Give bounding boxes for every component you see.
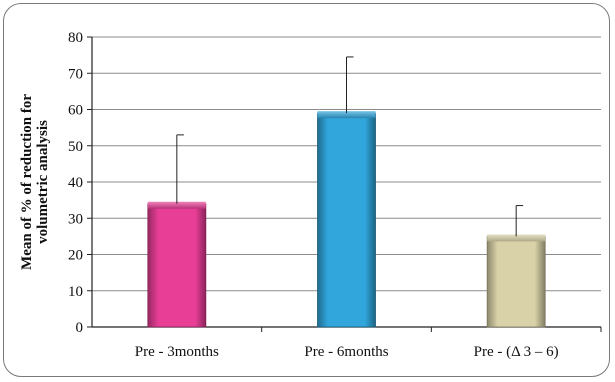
y-tick-label: 50 [68, 139, 83, 155]
bar [486, 235, 546, 328]
y-axis-label-line-1: Mean of % of reduction for [19, 94, 35, 270]
x-tick-label: Pre - 6months [304, 344, 388, 360]
y-tick-label: 70 [68, 66, 83, 82]
y-tick-label: 80 [68, 30, 83, 46]
x-tick-label: Pre - (Δ 3 – 6) [474, 344, 559, 360]
y-tick-label: 30 [68, 211, 83, 227]
y-tick-label: 0 [76, 320, 84, 336]
bar-top-bevel [317, 111, 376, 119]
bar-top-bevel [147, 201, 206, 209]
error-bars [176, 56, 524, 237]
y-tick-label: 60 [68, 103, 83, 119]
y-tick-label: 20 [68, 248, 83, 264]
y-tick-label: 10 [68, 284, 83, 300]
y-tick-labels: 0 10 20 30 40 50 60 70 80 [68, 30, 83, 336]
y-axis-label-line-2: volumetric analysis [35, 120, 51, 244]
x-tick-labels: Pre - 3months Pre - 6months Pre - (Δ 3 – 6… [135, 344, 559, 360]
y-tick-label: 40 [68, 175, 83, 191]
bar [147, 203, 207, 328]
bars [147, 111, 546, 328]
bar-top-bevel [487, 234, 546, 242]
bar [317, 112, 376, 328]
x-tick-label: Pre - 3months [135, 344, 219, 360]
